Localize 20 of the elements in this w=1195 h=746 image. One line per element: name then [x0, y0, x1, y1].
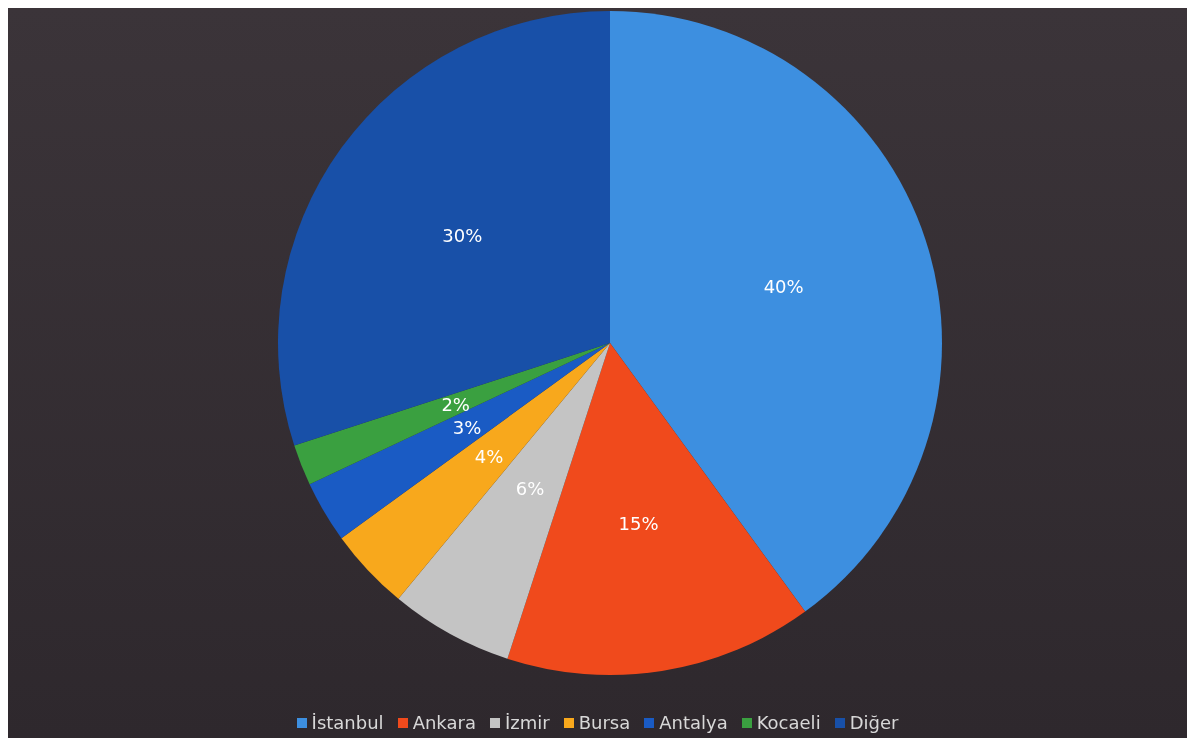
legend-label: Kocaeli — [756, 712, 821, 733]
legend-label: Diğer — [849, 712, 899, 733]
pie-slice — [278, 11, 610, 446]
pie-slice — [610, 11, 942, 612]
legend-label: Bursa — [578, 712, 631, 733]
pie-slice — [309, 343, 610, 539]
legend-label: Antalya — [659, 712, 728, 733]
pie-slice — [341, 343, 610, 599]
pie-slice — [398, 343, 610, 659]
data-label: 6% — [515, 477, 545, 499]
data-label: 3% — [452, 417, 482, 438]
legend-label: Ankara — [412, 712, 476, 733]
data-label: 30% — [442, 225, 483, 247]
data-label: 40% — [763, 276, 804, 298]
data-label: 15% — [618, 512, 659, 534]
legend-label: İstanbul — [311, 712, 384, 733]
data-label: 4% — [474, 446, 504, 468]
data-label: 2% — [441, 393, 470, 415]
pie-slice — [507, 343, 806, 675]
legend-label: İzmir — [504, 712, 550, 733]
